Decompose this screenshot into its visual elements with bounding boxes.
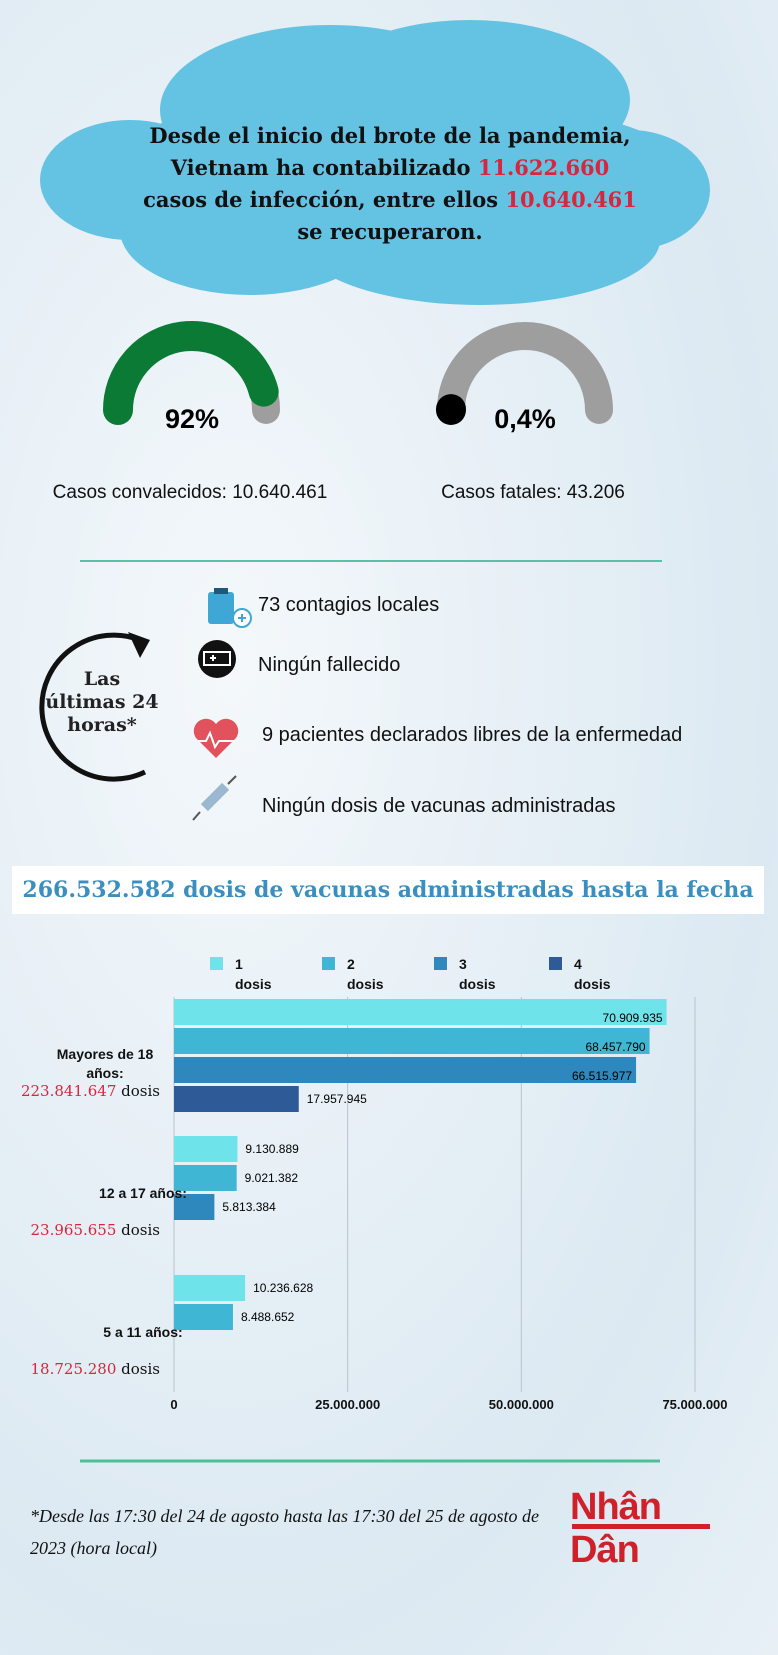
x-tick-label: 50.000.000 [488, 1397, 554, 1412]
legend-label: 1 dosis [235, 956, 272, 992]
syringe-icon [192, 775, 237, 821]
bar [174, 1086, 299, 1112]
headline-text: se recuperaron. [297, 219, 483, 244]
recent-item: Ningún dosis de vacunas administradas [262, 795, 616, 817]
value-label: 68.457.790 [585, 1040, 645, 1054]
bar [174, 999, 667, 1025]
legend-label: 3 dosis [459, 956, 496, 992]
ambulance-icon [198, 640, 236, 678]
recent-title-line: últimas 24 [45, 691, 159, 713]
value-label: 8.488.652 [241, 1310, 295, 1324]
group-total: 223.841.647 dosis [0, 1082, 160, 1100]
arrow-head [128, 632, 150, 658]
group-total: 23.965.655 dosis [0, 1221, 161, 1239]
circular-arrow [39, 632, 147, 782]
group-total-unit: dosis [121, 1360, 160, 1378]
group-label: 5 a 11 años: [103, 1324, 183, 1340]
group-total-number: 223.841.647 [20, 1082, 117, 1100]
bar [174, 1275, 246, 1301]
value-label: 70.909.935 [603, 1011, 663, 1025]
bar [174, 1165, 237, 1191]
value-label: 17.957.945 [307, 1092, 367, 1106]
value-label: 10.236.628 [253, 1281, 313, 1295]
x-tick-label: 75.000.000 [662, 1397, 728, 1412]
headline-text: Vietnam ha contabilizado [170, 155, 471, 180]
legend-label: 4 dosis [574, 956, 611, 992]
recent-title-line: Las [83, 668, 121, 690]
gauge-label: 92% [165, 404, 219, 434]
value-label: 9.021.382 [245, 1171, 299, 1185]
recent-item: 9 pacientes declarados libres de la enfe… [262, 724, 683, 746]
x-tick-label: 25.000.000 [315, 1397, 381, 1412]
group-label: Mayores de 18 años: [56, 1046, 154, 1081]
gauge-value [103, 320, 279, 425]
group-total: 18.725.280 dosis [0, 1360, 161, 1378]
headline-text: casos de infección, entre ellos [143, 187, 499, 212]
value-label: 5.813.384 [222, 1200, 276, 1214]
headline: Desde el inicio del brote de la pandemia… [120, 120, 660, 248]
gauge-track [437, 322, 613, 424]
gauge-caption: Casos convalecidos: 10.640.461 [52, 482, 328, 503]
legend-label: 2 dosis [347, 956, 384, 992]
legend-swatch [434, 957, 447, 970]
gauge-label: 0,4% [494, 404, 556, 434]
x-tick-label: 0 [170, 1397, 178, 1412]
gauge-caption: Casos fatales: 43.206 [441, 482, 625, 503]
heart-icon [193, 718, 239, 758]
group-total-number: 23.965.655 [30, 1221, 117, 1239]
group-label: 12 a 17 años: [99, 1185, 187, 1201]
footnote: *Desde las 17:30 del 24 de agosto hasta … [30, 1506, 539, 1558]
cloud [40, 20, 710, 305]
bar [174, 1304, 233, 1330]
logo-bar [572, 1524, 710, 1529]
bar [174, 1057, 637, 1083]
bar [174, 1194, 215, 1220]
recent-title-line: horas* [67, 714, 137, 736]
clipboard-icon [208, 588, 252, 628]
legend-swatch [210, 957, 223, 970]
recent-item: 73 contagios locales [258, 594, 440, 616]
legend-swatch [549, 957, 562, 970]
cases-number: 11.622.660 [477, 155, 610, 180]
banner: 266.532.582 dosis de vacunas administrad… [12, 866, 764, 914]
value-label: 66.515.977 [572, 1069, 632, 1083]
headline-text: Desde el inicio del brote de la pandemia… [149, 123, 631, 148]
group-total-unit: dosis [121, 1221, 160, 1239]
value-label: 9.130.889 [245, 1142, 299, 1156]
legend-swatch [322, 957, 335, 970]
logo: Nhân Dân [570, 1486, 662, 1571]
recent-item: Ningún fallecido [258, 654, 401, 676]
bar [174, 1028, 650, 1054]
group-total-unit: dosis [121, 1082, 160, 1100]
group-total-number: 18.725.280 [30, 1360, 117, 1378]
recovered-number: 10.640.461 [505, 187, 637, 212]
recent-title: Las últimas 24 horas* [40, 668, 164, 737]
bar [174, 1136, 238, 1162]
